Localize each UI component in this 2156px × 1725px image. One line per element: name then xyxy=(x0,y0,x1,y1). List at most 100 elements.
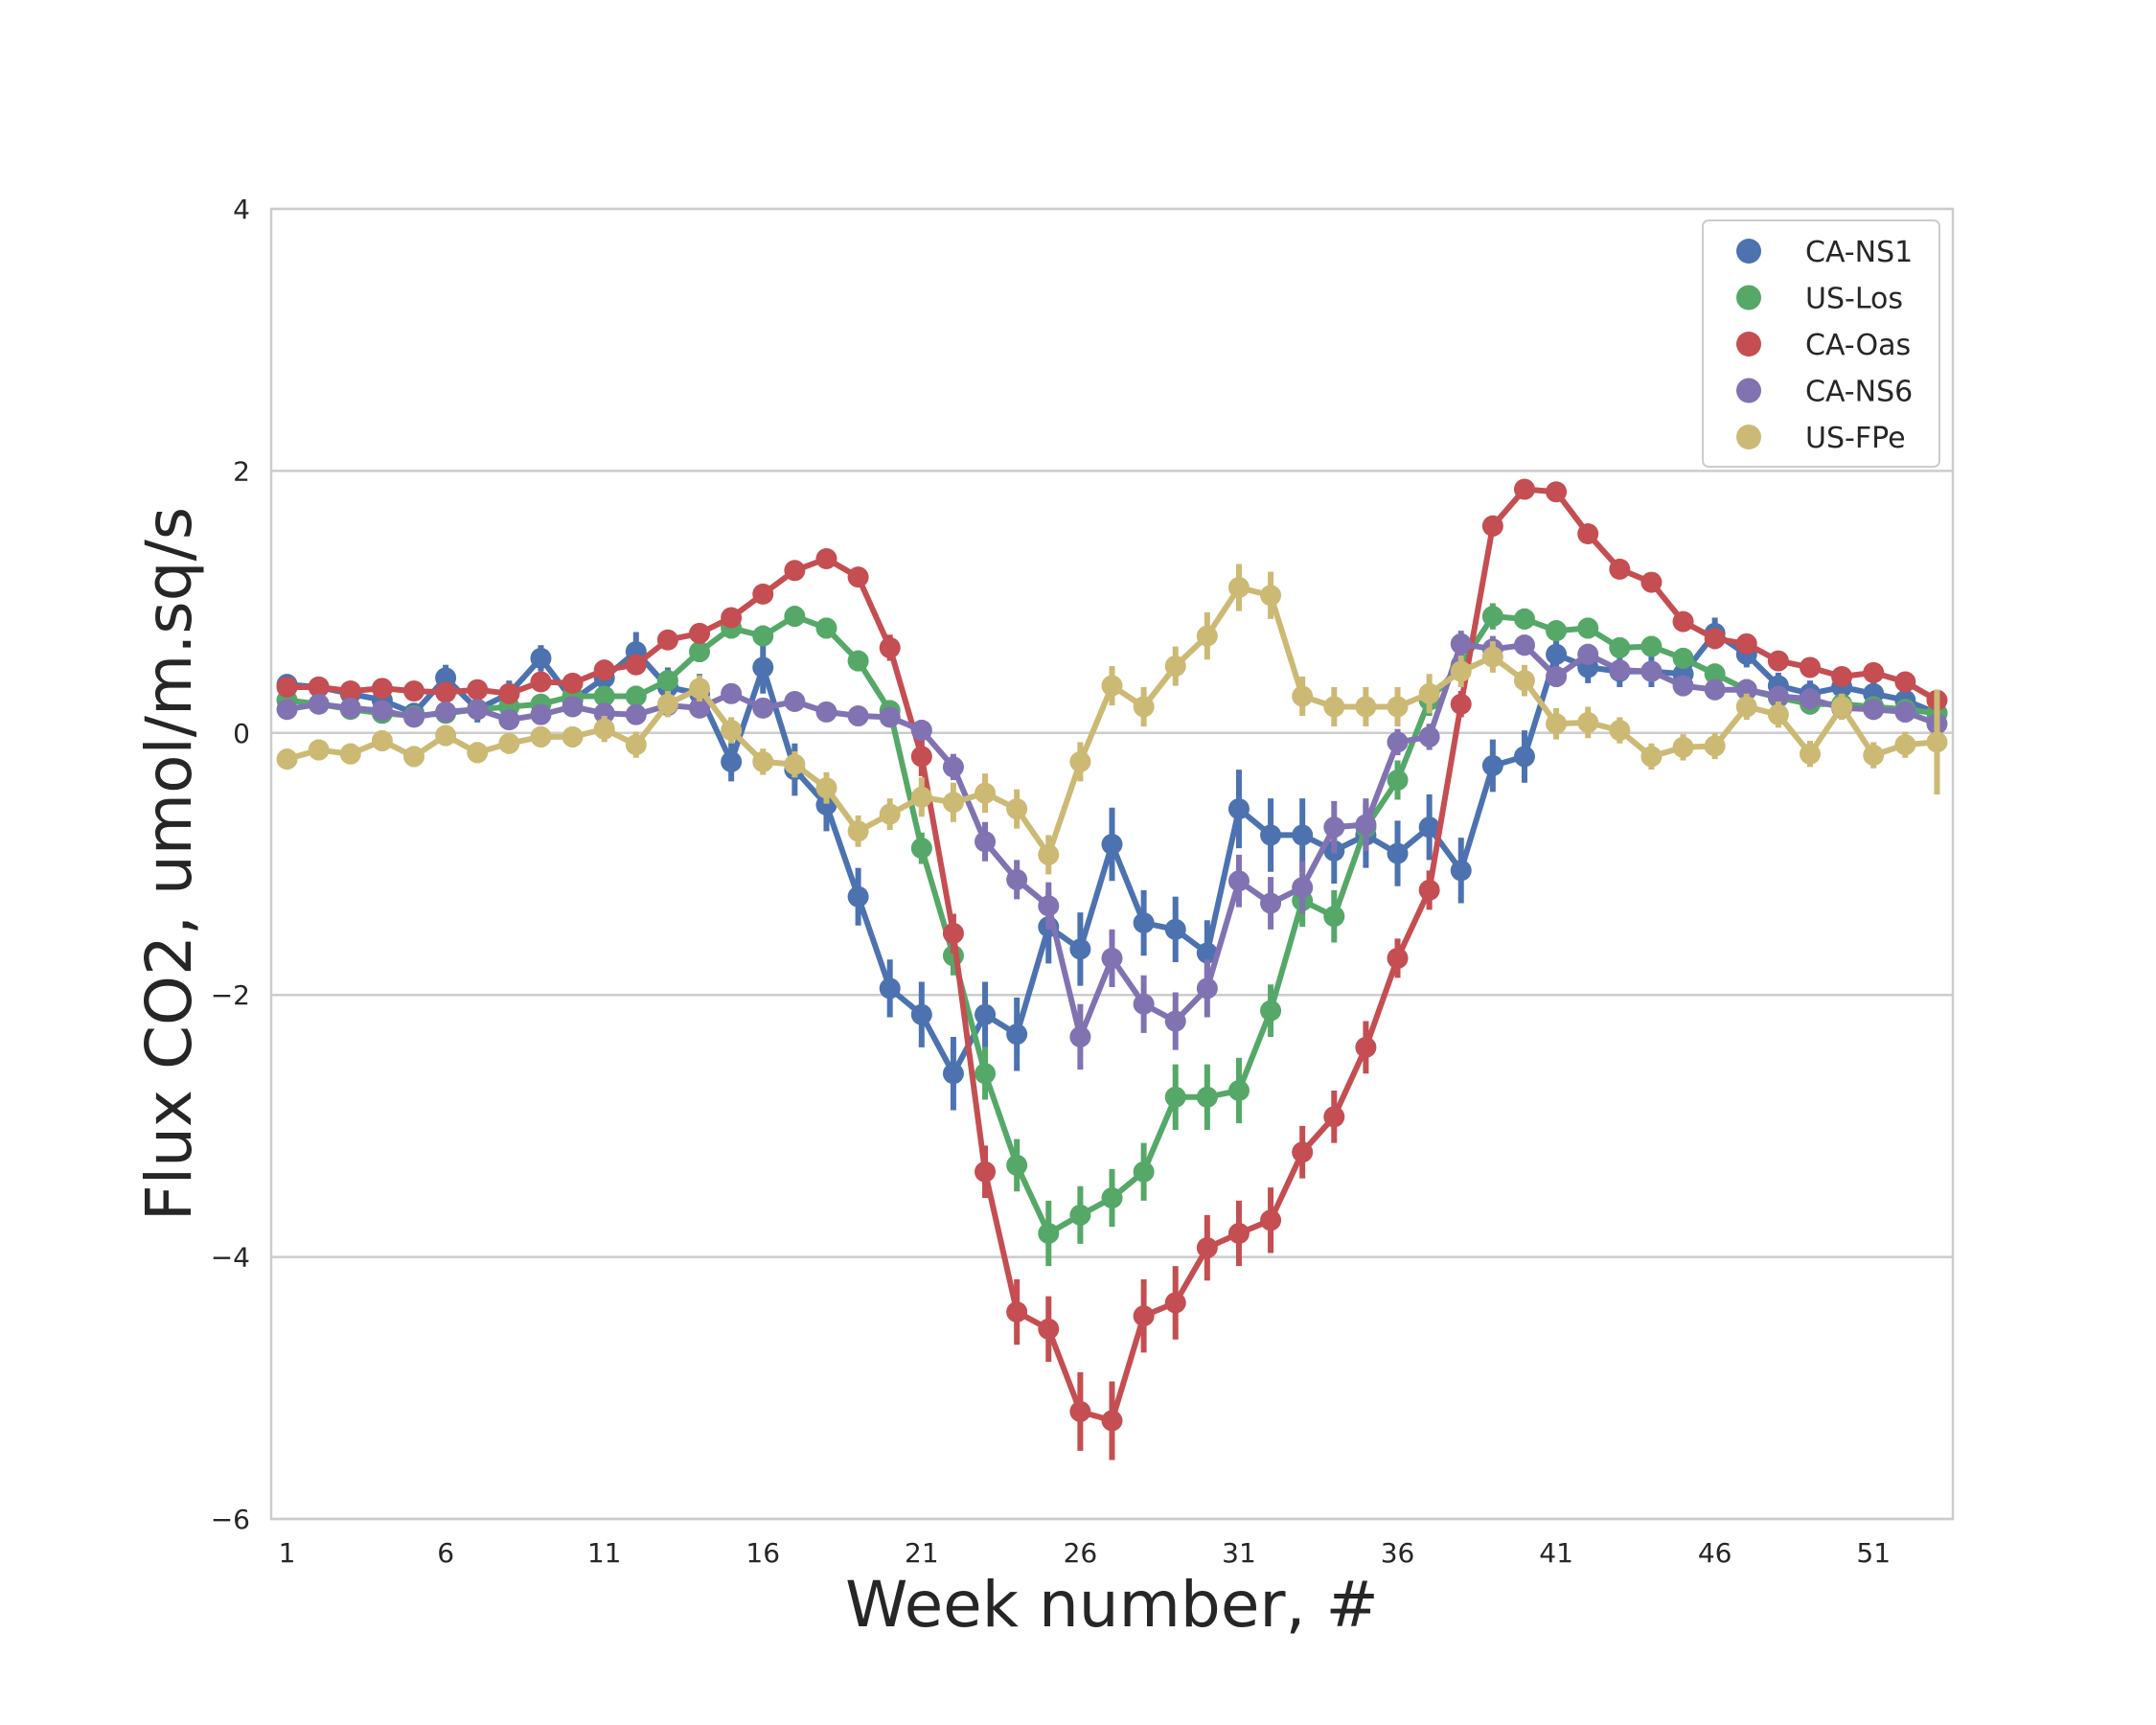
data-point xyxy=(1704,663,1726,685)
data-point xyxy=(1513,478,1535,500)
data-point xyxy=(1894,671,1916,693)
data-point xyxy=(1513,608,1535,630)
data-point xyxy=(1546,643,1568,665)
data-point xyxy=(530,725,552,748)
legend-marker xyxy=(1736,285,1761,310)
data-point xyxy=(721,607,743,629)
data-point xyxy=(1481,515,1503,537)
x-tick-label: 6 xyxy=(437,1537,454,1569)
data-point xyxy=(784,690,806,712)
data-point xyxy=(752,656,774,678)
series-ca-oas xyxy=(276,478,1948,1460)
data-point xyxy=(1227,1079,1250,1101)
data-point xyxy=(910,746,932,768)
legend-marker xyxy=(1736,378,1761,403)
data-point xyxy=(689,697,711,719)
data-point xyxy=(1450,632,1472,655)
data-point xyxy=(879,803,901,825)
data-point xyxy=(371,700,393,722)
data-point xyxy=(1799,656,1821,678)
data-point xyxy=(1418,682,1440,704)
y-tick-label: −4 xyxy=(211,1242,250,1274)
data-point xyxy=(1196,942,1218,964)
data-point xyxy=(1038,843,1060,865)
legend: CA-NS1 US-Los CA-Oas CA-NS6 US-FPe xyxy=(1702,219,1940,468)
data-point xyxy=(1101,675,1123,697)
data-point xyxy=(1481,646,1503,668)
data-point xyxy=(276,699,298,721)
data-point xyxy=(752,583,774,605)
data-point xyxy=(1546,666,1568,688)
data-point xyxy=(1101,1187,1123,1209)
data-point xyxy=(1260,1000,1282,1022)
x-tick-label: 1 xyxy=(279,1537,296,1569)
data-point xyxy=(752,697,774,719)
data-point xyxy=(815,617,837,639)
legend-marker xyxy=(1736,425,1761,449)
series-ca-ns6 xyxy=(276,631,1948,1070)
data-point xyxy=(689,641,711,663)
data-point xyxy=(879,636,901,658)
data-point xyxy=(847,566,869,588)
data-point xyxy=(1355,696,1377,718)
data-point xyxy=(1577,523,1599,545)
data-point xyxy=(689,622,711,644)
data-point xyxy=(308,693,330,715)
data-point xyxy=(910,838,932,860)
data-point xyxy=(276,748,298,770)
data-point xyxy=(1387,731,1409,753)
data-point xyxy=(752,625,774,647)
data-point xyxy=(784,606,806,628)
data-point xyxy=(625,654,647,676)
data-point xyxy=(498,709,520,731)
data-point xyxy=(530,703,552,725)
data-point xyxy=(1640,635,1663,657)
data-point xyxy=(562,672,584,694)
data-point xyxy=(1609,636,1631,658)
data-point xyxy=(1038,895,1060,917)
data-point xyxy=(1704,735,1726,757)
data-point xyxy=(1767,685,1789,707)
data-point xyxy=(1227,1222,1250,1244)
data-point xyxy=(975,831,997,853)
data-point xyxy=(308,676,330,698)
data-point xyxy=(1069,750,1091,772)
data-point xyxy=(847,886,869,908)
data-point xyxy=(1799,743,1821,765)
x-tick-label: 21 xyxy=(905,1537,939,1569)
data-point xyxy=(1735,696,1757,718)
data-point xyxy=(1133,696,1155,718)
data-point xyxy=(1292,824,1314,846)
data-point xyxy=(1069,1204,1091,1226)
data-point xyxy=(1006,1154,1028,1176)
data-point xyxy=(1006,1301,1028,1323)
data-point xyxy=(1323,696,1345,718)
data-point xyxy=(1863,661,1885,683)
data-point xyxy=(1006,1024,1028,1046)
data-point xyxy=(1196,1237,1218,1259)
data-point xyxy=(1006,868,1028,890)
data-point xyxy=(1513,634,1535,656)
data-point xyxy=(1418,725,1440,748)
data-point xyxy=(1577,617,1599,639)
data-point xyxy=(942,1063,964,1085)
data-point xyxy=(530,671,552,693)
data-point xyxy=(593,718,615,740)
data-point xyxy=(625,685,647,707)
data-point xyxy=(1640,660,1663,682)
data-point xyxy=(1513,670,1535,692)
x-axis-title: Week number, # xyxy=(845,1568,1379,1642)
data-point xyxy=(847,650,869,672)
x-tick-label: 36 xyxy=(1381,1537,1415,1569)
data-point xyxy=(942,756,964,778)
data-point xyxy=(1640,571,1663,593)
data-point xyxy=(1323,816,1345,839)
data-point xyxy=(1227,798,1250,820)
data-point xyxy=(1006,798,1028,820)
data-point xyxy=(975,782,997,804)
data-point xyxy=(1292,877,1314,899)
data-point xyxy=(1323,906,1345,928)
y-tick-label: 0 xyxy=(233,718,250,749)
legend-label: CA-NS1 xyxy=(1805,236,1913,269)
